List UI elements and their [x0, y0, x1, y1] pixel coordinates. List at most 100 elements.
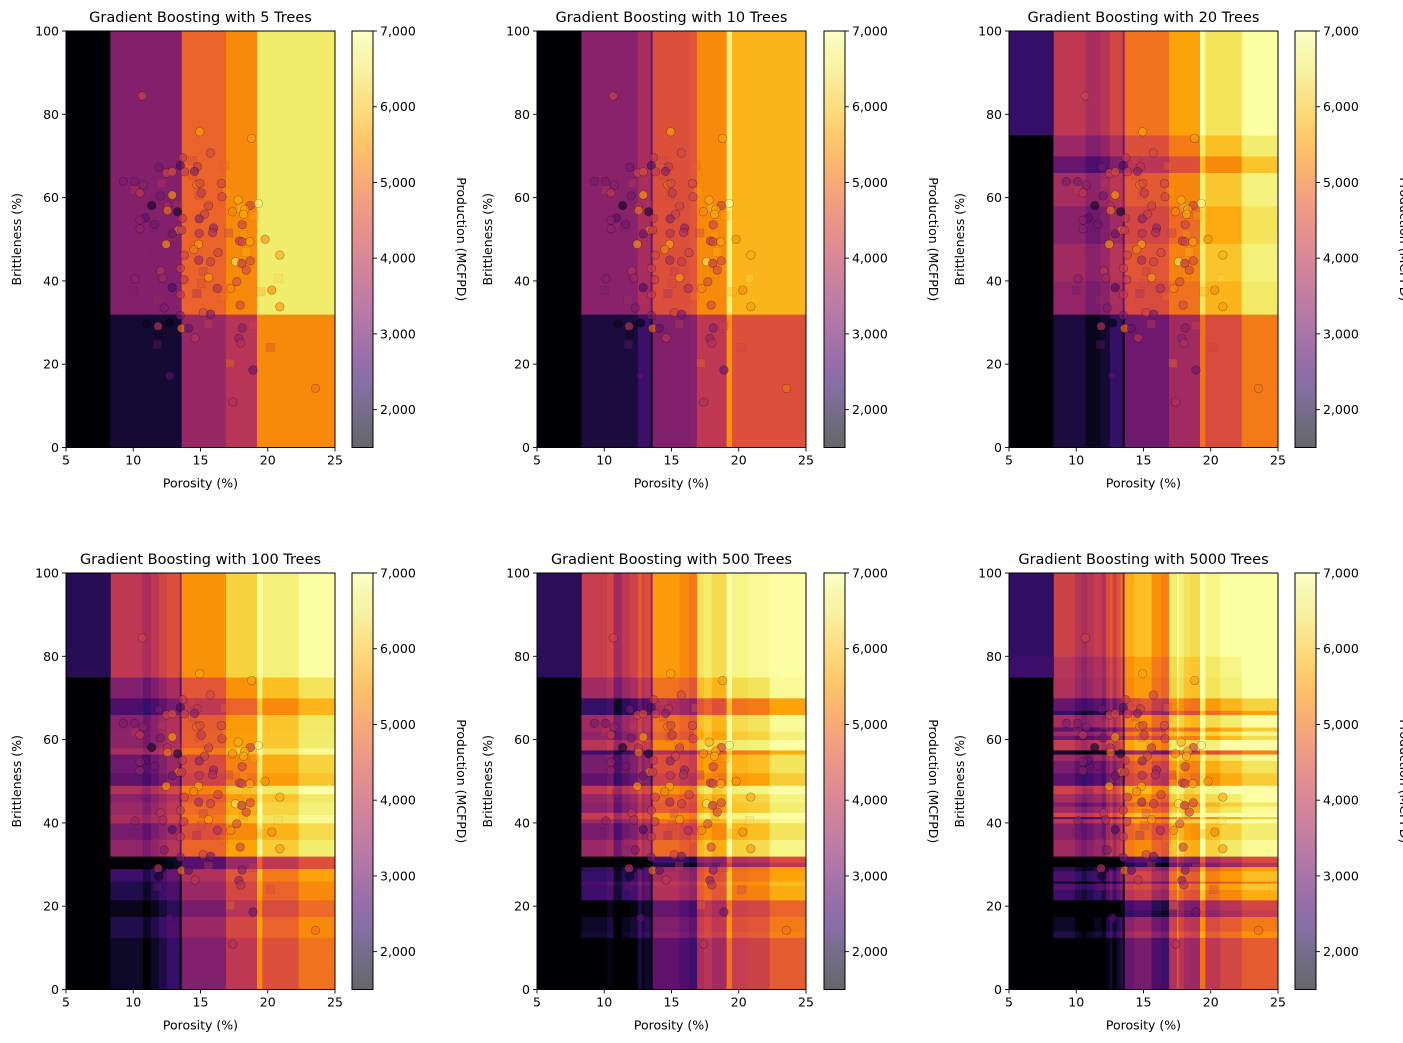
training-point — [646, 160, 656, 171]
prediction-cell — [1101, 793, 1107, 803]
prediction-cell — [1105, 735, 1111, 740]
prediction-cell — [1093, 731, 1103, 736]
prediction-cell — [181, 573, 227, 678]
training-point — [606, 188, 616, 198]
prediction-cell — [1120, 656, 1124, 678]
prediction-cell — [652, 314, 691, 448]
training-point — [130, 274, 140, 284]
prediction-cell — [732, 573, 749, 678]
training-point — [724, 198, 734, 209]
prediction-cell — [1241, 714, 1278, 728]
prediction-cell — [1178, 910, 1185, 918]
prediction-cell — [256, 881, 263, 901]
prediction-cell — [1087, 656, 1095, 678]
prediction-cell — [732, 937, 749, 990]
training-point — [660, 708, 671, 718]
training-point — [1253, 383, 1264, 393]
prediction-cell — [256, 937, 263, 990]
prediction-cell — [621, 937, 631, 990]
training-point — [703, 819, 713, 829]
prediction-cell — [606, 839, 615, 857]
training-point — [227, 207, 237, 217]
training-point — [203, 814, 214, 825]
prediction-cell — [1109, 754, 1113, 761]
prediction-cell — [1177, 883, 1179, 890]
prediction-cell — [158, 793, 168, 803]
prediction-cell — [1241, 573, 1278, 657]
y-tick-label: 60 — [986, 732, 1002, 747]
testing-point — [152, 837, 162, 847]
prediction-cell — [1009, 870, 1054, 882]
testing-point — [719, 862, 729, 873]
prediction-cell — [262, 677, 278, 699]
prediction-cell — [1053, 735, 1076, 740]
prediction-cell — [1087, 714, 1095, 728]
prediction-cell — [1124, 135, 1170, 157]
training-point — [708, 323, 718, 333]
testing-point — [1130, 697, 1140, 708]
prediction-cell — [150, 881, 160, 901]
training-point — [635, 318, 646, 328]
x-axis-label: Porosity (%) — [163, 476, 238, 491]
prediction-cell — [1101, 802, 1107, 807]
prediction-cell — [1220, 739, 1243, 751]
prediction-cell — [66, 747, 111, 755]
y-tick-label: 100 — [35, 566, 59, 581]
testing-point — [248, 320, 258, 331]
prediction-cell — [621, 714, 631, 732]
training-point — [167, 824, 177, 835]
prediction-cell — [1009, 656, 1054, 678]
prediction-cell — [769, 839, 806, 857]
training-point — [173, 207, 183, 217]
prediction-cell — [1120, 760, 1124, 774]
prediction-cell — [1109, 812, 1113, 818]
prediction-cell — [688, 885, 698, 901]
training-point — [167, 190, 177, 200]
prediction-cell — [1053, 710, 1076, 716]
colorbar-tick-label: 3,000 — [380, 868, 416, 883]
training-point — [232, 819, 242, 829]
prediction-cell — [537, 916, 582, 932]
training-point — [189, 166, 200, 176]
training-point — [679, 227, 689, 238]
training-point — [676, 257, 687, 267]
prediction-cell — [1160, 731, 1170, 736]
prediction-cell — [1124, 816, 1135, 820]
prediction-cell — [298, 573, 335, 678]
prediction-cell — [1109, 731, 1113, 736]
prediction-cell — [679, 937, 690, 990]
prediction-cell — [1093, 856, 1103, 863]
prediction-cell — [769, 899, 806, 918]
prediction-cell — [1101, 785, 1107, 795]
training-point — [164, 318, 175, 328]
prediction-cell — [1116, 697, 1122, 711]
training-point — [708, 237, 718, 247]
prediction-cell — [1009, 816, 1054, 820]
prediction-cell — [158, 937, 168, 990]
prediction-cell — [732, 866, 749, 872]
training-point — [1093, 761, 1103, 771]
training-point — [1073, 274, 1083, 284]
prediction-cell — [1160, 772, 1170, 786]
training-point — [1110, 824, 1120, 835]
prediction-cell — [150, 839, 160, 857]
prediction-cell — [1120, 785, 1124, 795]
prediction-cell — [650, 822, 654, 840]
training-point — [228, 939, 238, 949]
prediction-cell — [1151, 731, 1162, 736]
testing-point — [1165, 729, 1175, 739]
prediction-cell — [1205, 856, 1221, 863]
prediction-cell — [1177, 735, 1179, 740]
prediction-cell — [1160, 839, 1170, 857]
prediction-cell — [1112, 870, 1117, 882]
prediction-cell — [1101, 727, 1107, 732]
y-tick-label: 100 — [506, 566, 530, 581]
prediction-cell — [1178, 822, 1185, 840]
prediction-cell — [1241, 656, 1278, 678]
prediction-cell — [581, 916, 608, 932]
x-tick-label: 20 — [260, 453, 276, 468]
prediction-cell — [1053, 697, 1076, 711]
prediction-cell — [732, 697, 749, 716]
training-point — [674, 743, 685, 753]
prediction-cell — [1120, 802, 1124, 807]
